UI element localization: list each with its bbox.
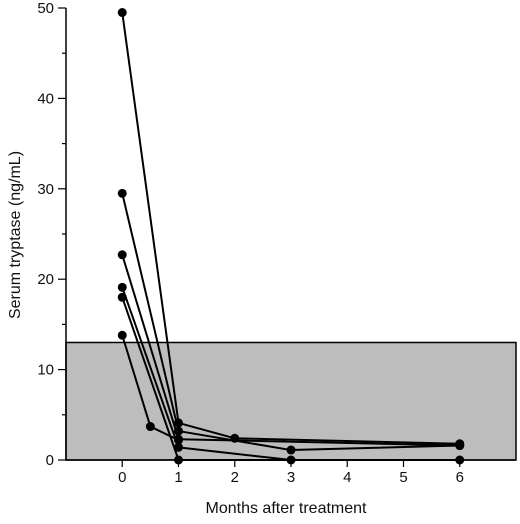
data-point [145, 422, 155, 432]
data-point [117, 188, 127, 198]
x-tick-label: 4 [343, 469, 351, 486]
y-tick-label: 10 [37, 362, 54, 379]
series-line-1 [121, 12, 460, 445]
y-tick-label: 40 [37, 90, 54, 107]
y-tick-label: 20 [37, 271, 54, 288]
x-tick-label: 5 [399, 469, 407, 486]
data-point [286, 455, 296, 465]
data-point [174, 442, 183, 452]
data-point [117, 292, 127, 302]
y-tick-label: 30 [37, 181, 54, 198]
x-tick-label: 0 [118, 469, 126, 486]
x-tick-label: 6 [456, 469, 464, 486]
data-point [230, 433, 240, 443]
data-point [174, 426, 183, 436]
data-point [117, 282, 127, 292]
y-tick-label: 0 [46, 452, 54, 469]
x-tick-label: 2 [231, 469, 239, 486]
data-point [117, 250, 127, 260]
y-axis-title: Serum tryptase (ng/mL) [7, 151, 24, 319]
y-tick-label: 50 [37, 0, 54, 17]
data-point [455, 455, 465, 465]
marker-layer [117, 8, 465, 465]
data-point [117, 330, 127, 340]
data-point [174, 435, 183, 445]
data-point [174, 455, 183, 465]
x-tick-label: 3 [287, 469, 295, 486]
data-point [117, 8, 127, 18]
data-point [455, 441, 465, 451]
x-tick-label: 1 [174, 469, 182, 486]
tick-label-layer: 0 10 20 30 40 50 0 1 2 3 4 5 6 [37, 0, 464, 486]
x-axis-title: Months after treatment [206, 500, 368, 517]
data-point [174, 418, 183, 428]
data-point [286, 445, 296, 455]
